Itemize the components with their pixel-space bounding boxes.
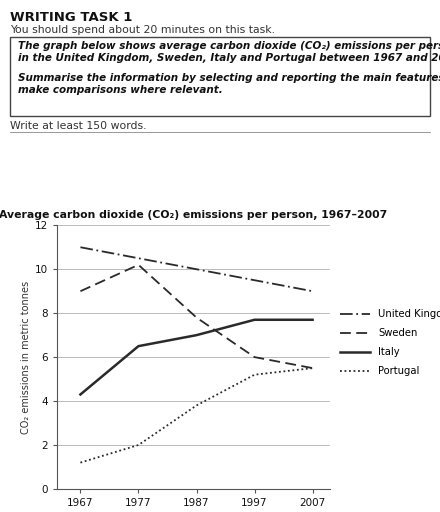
Sweden [78,288,83,294]
Portugal [136,442,141,448]
Text: You should spend about 20 minutes on this task.: You should spend about 20 minutes on thi… [10,25,275,35]
Text: WRITING TASK 1: WRITING TASK 1 [10,11,132,24]
Portugal [194,402,199,409]
Italy [78,391,83,397]
Sweden [252,354,257,360]
Line: Portugal: Portugal [81,368,312,463]
Portugal [252,372,257,378]
Italy [310,317,315,323]
Sweden [194,314,199,321]
Text: Summarise the information by selecting and reporting the main features, and: Summarise the information by selecting a… [18,73,440,83]
United Kingdom [194,266,199,272]
United Kingdom [136,255,141,261]
Text: Write at least 150 words.: Write at least 150 words. [10,121,147,131]
Italy [136,343,141,349]
Sweden [136,262,141,268]
Portugal [310,365,315,371]
Text: make comparisons where relevant.: make comparisons where relevant. [18,86,223,95]
Italy [252,317,257,323]
Italy [194,332,199,338]
Portugal [78,460,83,466]
United Kingdom [252,277,257,283]
Legend: United Kingdom, Sweden, Italy, Portugal: United Kingdom, Sweden, Italy, Portugal [341,309,440,376]
Line: United Kingdom: United Kingdom [81,247,312,291]
Title: Average carbon dioxide (CO₂) emissions per person, 1967–2007: Average carbon dioxide (CO₂) emissions p… [0,210,388,220]
Y-axis label: CO₂ emissions in metric tonnes: CO₂ emissions in metric tonnes [21,281,31,434]
Line: Sweden: Sweden [81,265,312,368]
Line: Italy: Italy [81,320,312,394]
Text: in the United Kingdom, Sweden, Italy and Portugal between 1967 and 2007.: in the United Kingdom, Sweden, Italy and… [18,53,440,63]
United Kingdom [310,288,315,294]
United Kingdom [78,244,83,250]
Sweden [310,365,315,371]
Text: The graph below shows average carbon dioxide (CO₂) emissions per person: The graph below shows average carbon dio… [18,41,440,51]
Bar [10,37,430,116]
